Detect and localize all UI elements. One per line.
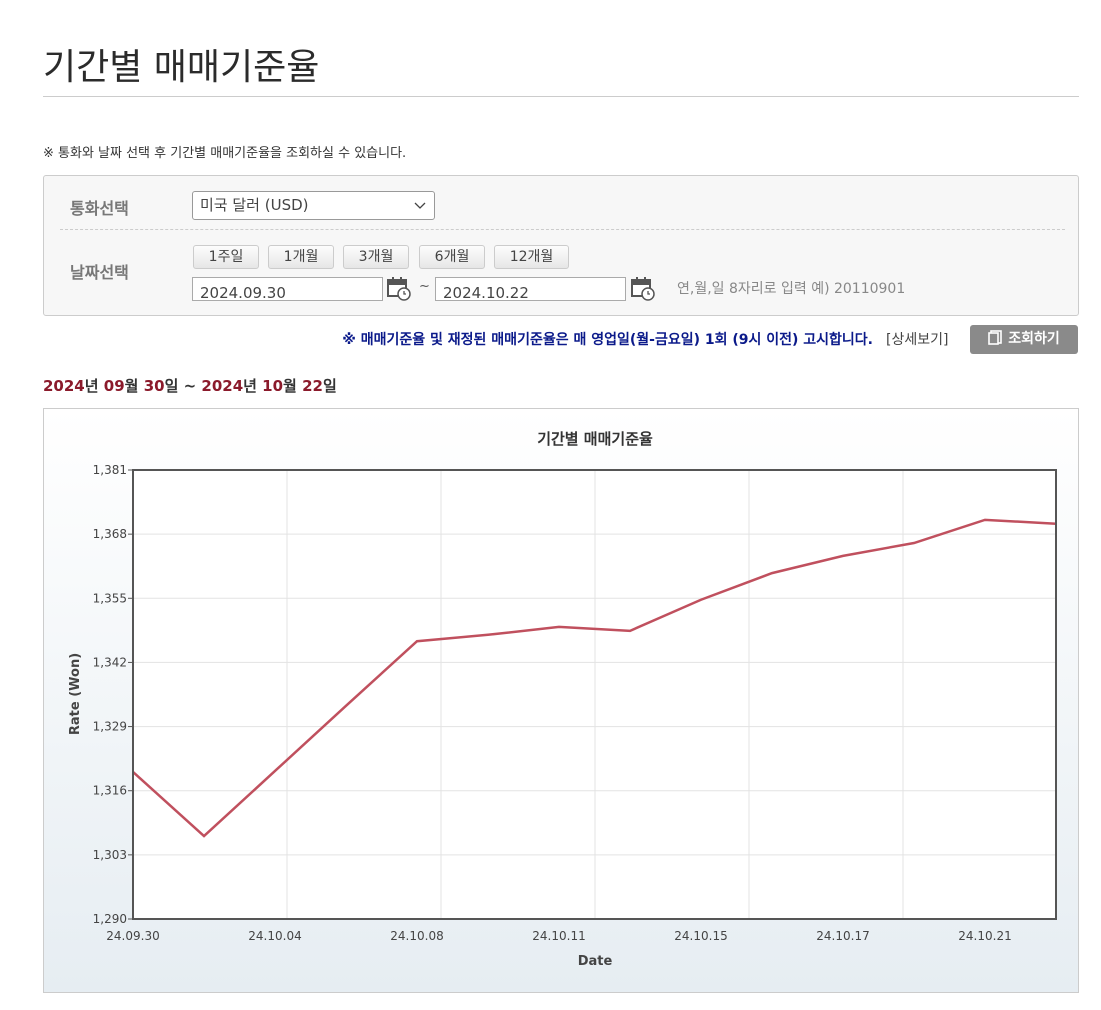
x-tick-label: 24.10.21 bbox=[958, 929, 1011, 943]
date-range-part: 2024 bbox=[201, 377, 244, 395]
search-button[interactable]: 조회하기 bbox=[970, 325, 1078, 354]
plot-border bbox=[132, 469, 1057, 920]
y-tick-label: 1,329 bbox=[93, 720, 127, 734]
notice: ※ 통화와 날짜 선택 후 기간별 매매기준율을 조회하실 수 있습니다. bbox=[43, 146, 407, 161]
period-button[interactable]: 6개월 bbox=[419, 245, 485, 269]
y-axis-label: Rate (Won) bbox=[68, 653, 83, 735]
detail-link[interactable]: [상세보기] bbox=[886, 332, 949, 348]
end-date-input[interactable]: 2024.10.22 bbox=[435, 277, 626, 302]
announcement: ※ 매매기준율 및 재정된 매매기준율은 매 영업일(월-금요일) 1회 (9시… bbox=[342, 332, 873, 348]
y-tick-label: 1,316 bbox=[93, 784, 127, 798]
x-tick-label: 24.10.04 bbox=[248, 929, 301, 943]
date-hint: 연,월,일 8자리로 입력 예) 20110901 bbox=[677, 281, 906, 297]
date-range-part: 10 bbox=[262, 377, 284, 395]
date-range: 2024년 09월 30일 ~ 2024년 10월 22일 bbox=[43, 375, 337, 396]
x-tick-label: 24.10.08 bbox=[390, 929, 443, 943]
y-tick-label: 1,303 bbox=[93, 848, 127, 862]
page-title: 기간별 매매기준율 bbox=[43, 47, 320, 88]
date-label: 날짜선택 bbox=[70, 263, 129, 282]
x-tick-label: 24.10.17 bbox=[816, 929, 869, 943]
y-tick-label: 1,290 bbox=[93, 912, 127, 926]
period-button[interactable]: 1개월 bbox=[268, 245, 334, 269]
date-range-part: 09 bbox=[103, 377, 125, 395]
title-rule bbox=[43, 96, 1079, 97]
date-range-part: 년 bbox=[84, 377, 104, 395]
search-button-label: 조회하기 bbox=[1008, 331, 1060, 347]
date-separator: ~ bbox=[419, 279, 430, 294]
x-tick-label: 24.10.15 bbox=[674, 929, 727, 943]
y-tick-label: 1,368 bbox=[93, 527, 127, 541]
x-tick-label: 24.09.30 bbox=[106, 929, 159, 943]
search-icon bbox=[988, 330, 1003, 345]
date-range-part: 22 bbox=[302, 377, 323, 395]
period-button[interactable]: 3개월 bbox=[343, 245, 409, 269]
calendar-icon[interactable] bbox=[386, 275, 412, 301]
row-divider bbox=[60, 229, 1065, 230]
x-axis-label: Date bbox=[578, 954, 613, 969]
x-tick-label: 24.10.11 bbox=[532, 929, 585, 943]
start-date-input[interactable]: 2024.09.30 bbox=[192, 277, 383, 302]
date-range-part: 일 ~ bbox=[164, 377, 202, 395]
data-line bbox=[132, 518, 1057, 838]
dropdown-arrow bbox=[414, 202, 426, 209]
date-range-part: 년 bbox=[243, 377, 263, 395]
y-tick-label: 1,355 bbox=[93, 591, 127, 605]
date-range-part: 2024 bbox=[43, 377, 85, 395]
period-button[interactable]: 1주일 bbox=[193, 245, 259, 269]
currency-value: 미국 달러 (USD) bbox=[200, 196, 309, 214]
chart: 기간별 매매기준율 Date Rate (Won) 1,290 1,303 1,31… bbox=[43, 408, 1079, 993]
period-button[interactable]: 12개월 bbox=[494, 245, 569, 269]
chart-title: 기간별 매매기준율 bbox=[537, 430, 653, 448]
calendar-icon[interactable] bbox=[630, 275, 656, 301]
date-range-part: 30 bbox=[143, 377, 165, 395]
currency-label: 통화선택 bbox=[70, 199, 129, 218]
date-range-part: 일 bbox=[322, 377, 337, 395]
date-range-part: 월 bbox=[283, 377, 303, 395]
currency-select[interactable]: 미국 달러 (USD) bbox=[192, 191, 435, 220]
date-range-part: 월 bbox=[124, 377, 144, 395]
y-tick-label: 1,342 bbox=[93, 655, 127, 669]
y-tick-label: 1,381 bbox=[93, 463, 127, 477]
